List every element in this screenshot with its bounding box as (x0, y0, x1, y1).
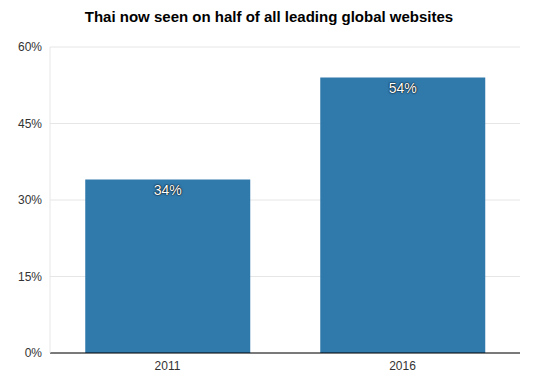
svg-text:2016: 2016 (389, 359, 416, 373)
svg-text:0%: 0% (25, 346, 43, 360)
svg-text:34%: 34% (154, 182, 182, 198)
svg-text:60%: 60% (18, 40, 42, 54)
svg-text:45%: 45% (18, 117, 42, 131)
svg-text:2011: 2011 (155, 359, 181, 373)
svg-text:30%: 30% (18, 193, 42, 207)
svg-text:54%: 54% (389, 80, 417, 96)
svg-text:15%: 15% (18, 270, 42, 284)
html-text:Thai now seen on half of all l: Thai now seen on half of all leading glo… (84, 8, 454, 25)
